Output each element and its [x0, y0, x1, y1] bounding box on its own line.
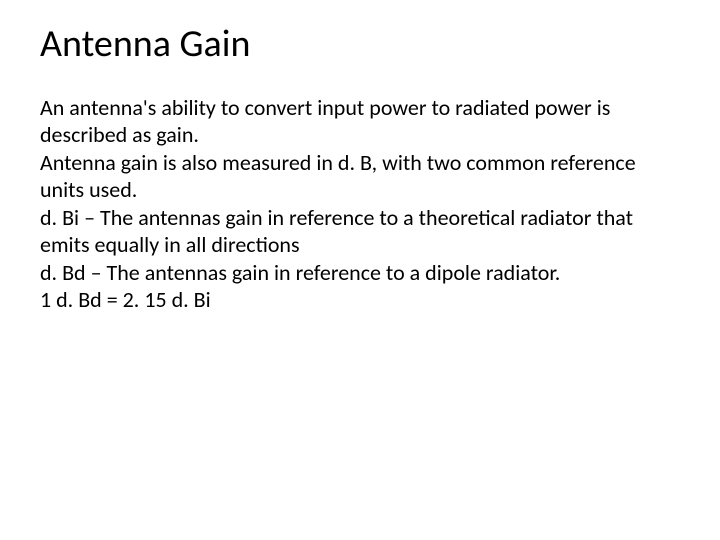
body-line: d. Bd – The antennas gain in reference t… [40, 259, 660, 287]
slide-body: An antenna's ability to convert input po… [40, 94, 660, 314]
body-line: d. Bi – The antennas gain in reference t… [40, 204, 660, 259]
body-line: Antenna gain is also measured in d. B, w… [40, 149, 660, 204]
slide-title: Antenna Gain [40, 24, 680, 66]
body-line: 1 d. Bd = 2. 15 d. Bi [40, 286, 660, 314]
body-line: An antenna's ability to convert input po… [40, 94, 660, 149]
slide: Antenna Gain An antenna's ability to con… [0, 0, 720, 540]
